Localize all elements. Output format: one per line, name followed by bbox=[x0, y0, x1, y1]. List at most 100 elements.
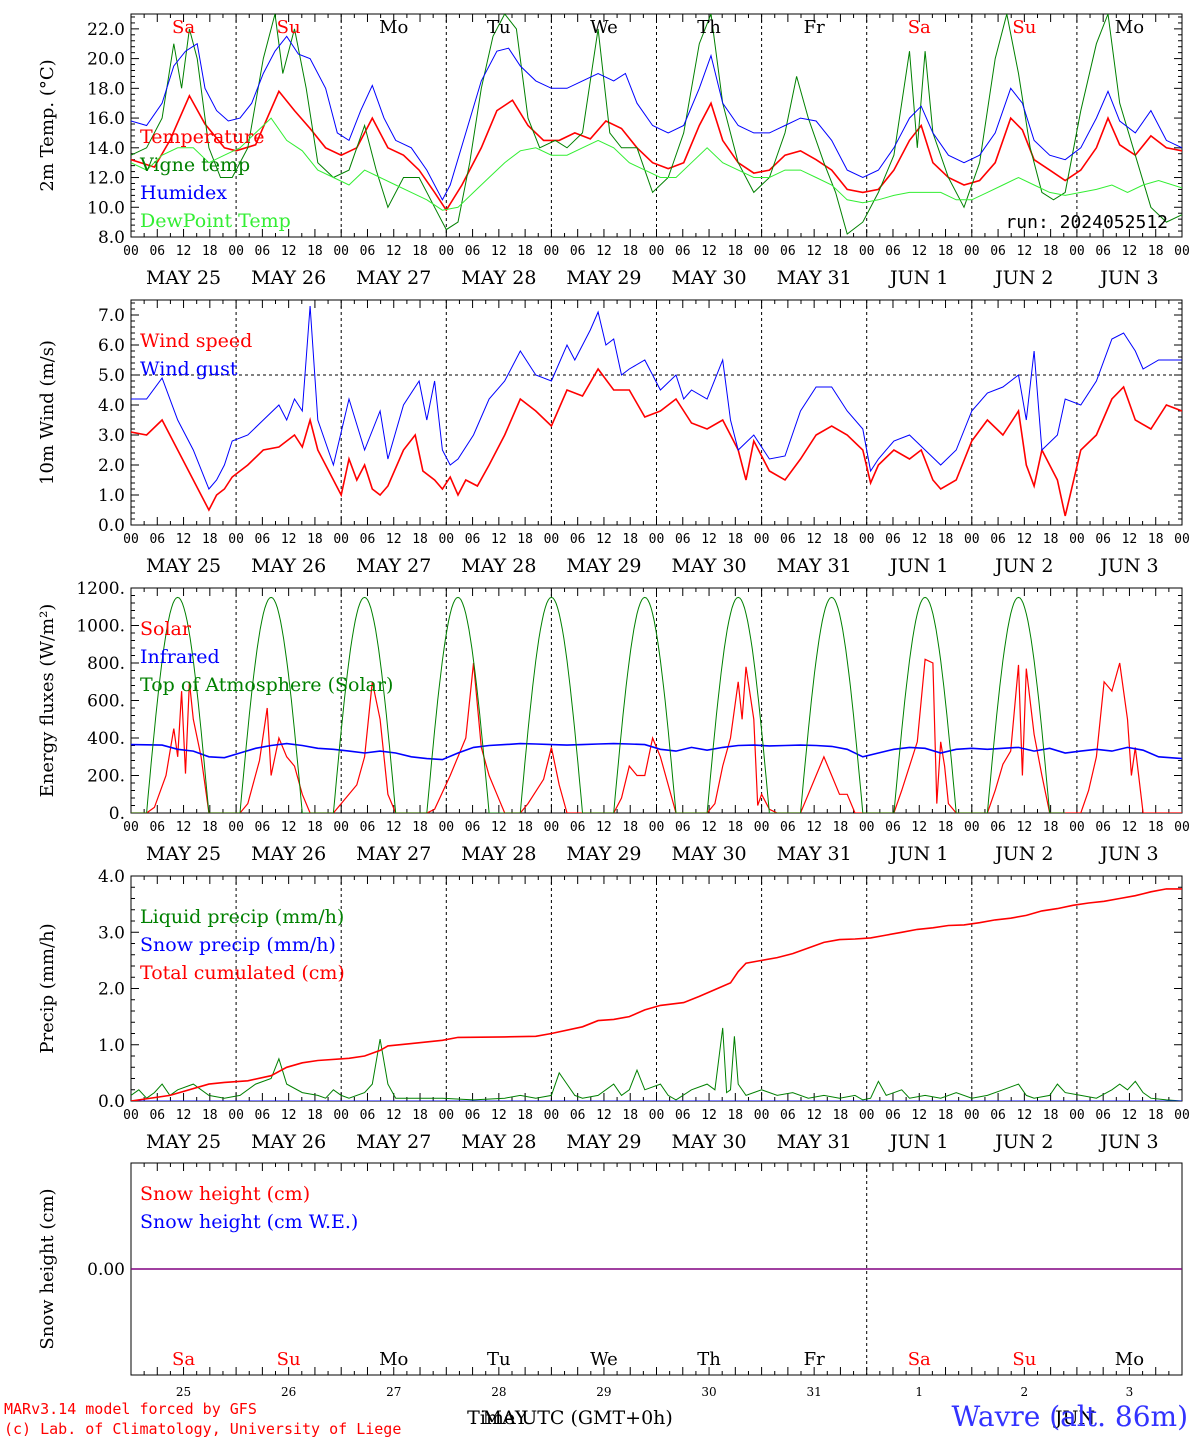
hour-tick-label: 06 bbox=[1095, 820, 1111, 835]
hour-tick-label: 00 bbox=[859, 532, 875, 547]
weekday-label: Th bbox=[697, 1349, 721, 1370]
month-label-may: MAY bbox=[483, 1407, 528, 1429]
series-group bbox=[131, 596, 1182, 813]
y-tick-label: 2.0 bbox=[98, 456, 125, 476]
series-line-total-cumulated-cm- bbox=[131, 888, 1182, 1101]
month-label-jun: JUN bbox=[1053, 1407, 1095, 1429]
weekday-label: We bbox=[590, 17, 618, 38]
y-tick-label: 1.0 bbox=[98, 1036, 125, 1056]
hour-tick-label: 18 bbox=[307, 532, 323, 547]
hour-tick-label: 12 bbox=[386, 820, 402, 835]
hour-tick-label: 12 bbox=[386, 244, 402, 259]
hour-tick-label: 12 bbox=[701, 1108, 717, 1123]
hour-tick-label: 06 bbox=[990, 532, 1006, 547]
hour-tick-label: 00 bbox=[964, 244, 980, 259]
hour-tick-label: 06 bbox=[570, 244, 586, 259]
hour-tick-label: 18 bbox=[1043, 532, 1059, 547]
legend-entry: Infrared bbox=[140, 646, 220, 668]
weekday-label: Mo bbox=[379, 17, 408, 38]
hour-tick-label: 06 bbox=[360, 532, 376, 547]
date-label: MAY 26 bbox=[251, 267, 326, 289]
y-tick-label: 5.0 bbox=[98, 366, 125, 386]
day-number-label: 2 bbox=[1021, 1385, 1029, 1399]
date-label: MAY 28 bbox=[461, 843, 536, 865]
series-line-wind-speed bbox=[131, 367, 1182, 517]
legend-entry: Snow height (cm W.E.) bbox=[140, 1211, 358, 1233]
day-number-label: 31 bbox=[807, 1385, 822, 1399]
weekday-label: Mo bbox=[379, 1349, 408, 1370]
hour-tick-label: 06 bbox=[675, 532, 691, 547]
date-label: MAY 29 bbox=[566, 843, 641, 865]
date-label: MAY 27 bbox=[356, 1131, 431, 1153]
hour-tick-label: 00 bbox=[228, 1108, 244, 1123]
date-label: MAY 31 bbox=[777, 267, 852, 289]
hour-tick-label: 00 bbox=[1069, 244, 1085, 259]
hour-tick-label: 06 bbox=[990, 1108, 1006, 1123]
y-tick-label: 0.00 bbox=[87, 1260, 125, 1280]
hour-tick-label: 12 bbox=[911, 1108, 927, 1123]
hour-tick-label: 06 bbox=[149, 1108, 165, 1123]
y-tick-label: 600. bbox=[87, 692, 125, 712]
hour-tick-label: 00 bbox=[1174, 1108, 1190, 1123]
hour-tick-label: 00 bbox=[123, 1108, 139, 1123]
hour-tick-label: 12 bbox=[281, 820, 297, 835]
hour-tick-label: 00 bbox=[649, 532, 665, 547]
date-label: JUN 3 bbox=[1098, 1131, 1158, 1153]
legend-entry: Wind gust bbox=[140, 358, 238, 380]
weekday-label: Su bbox=[277, 1349, 301, 1370]
legend-entry: Humidex bbox=[140, 182, 227, 204]
y-axis-label: Precip (mm/h) bbox=[37, 923, 58, 1053]
weekday-label: Fr bbox=[804, 1349, 825, 1370]
hour-tick-label: 18 bbox=[202, 1108, 218, 1123]
date-label: JUN 2 bbox=[993, 267, 1053, 289]
station-label: Wavre (alt. 86m) bbox=[951, 1400, 1188, 1433]
hour-tick-label: 12 bbox=[911, 244, 927, 259]
date-label: MAY 28 bbox=[461, 555, 536, 577]
hour-tick-label: 00 bbox=[333, 532, 349, 547]
hour-tick-label: 18 bbox=[727, 532, 743, 547]
hour-tick-label: 18 bbox=[412, 244, 428, 259]
hour-tick-label: 18 bbox=[833, 820, 849, 835]
hour-tick-label: 18 bbox=[727, 244, 743, 259]
weekday-label: Fr bbox=[804, 17, 825, 38]
date-label: MAY 30 bbox=[671, 843, 746, 865]
hour-tick-label: 00 bbox=[228, 532, 244, 547]
hour-tick-label: 12 bbox=[176, 532, 192, 547]
hour-tick-label: 00 bbox=[228, 244, 244, 259]
hour-tick-label: 18 bbox=[622, 532, 638, 547]
hour-tick-label: 00 bbox=[1174, 532, 1190, 547]
hour-tick-label: 06 bbox=[465, 532, 481, 547]
hour-tick-label: 12 bbox=[491, 820, 507, 835]
hour-tick-label: 18 bbox=[727, 1108, 743, 1123]
hour-tick-label: 00 bbox=[438, 532, 454, 547]
y-tick-label: 6.0 bbox=[98, 336, 125, 356]
day-number-label: 29 bbox=[596, 1385, 611, 1399]
hour-tick-label: 18 bbox=[1148, 1108, 1164, 1123]
date-label: JUN 1 bbox=[888, 1131, 948, 1153]
hour-tick-label: 12 bbox=[281, 532, 297, 547]
y-tick-label: 22.0 bbox=[87, 20, 125, 40]
hour-tick-label: 06 bbox=[255, 1108, 271, 1123]
date-label: MAY 25 bbox=[146, 843, 221, 865]
hour-tick-label: 18 bbox=[938, 532, 954, 547]
legend-entry: Top of Atmosphere (Solar) bbox=[140, 674, 393, 696]
date-label: JUN 1 bbox=[888, 555, 948, 577]
date-label: MAY 25 bbox=[146, 1131, 221, 1153]
hour-tick-label: 12 bbox=[1017, 244, 1033, 259]
date-label: MAY 30 bbox=[671, 555, 746, 577]
date-label: MAY 25 bbox=[146, 267, 221, 289]
series-line-liquid-precip-mm-h- bbox=[131, 1027, 1182, 1101]
date-label: MAY 26 bbox=[251, 1131, 326, 1153]
hour-tick-label: 00 bbox=[1069, 532, 1085, 547]
weekday-label: Tu bbox=[487, 1349, 511, 1370]
hour-tick-label: 18 bbox=[938, 820, 954, 835]
plot-frame bbox=[130, 587, 1183, 814]
hour-tick-label: 12 bbox=[806, 1108, 822, 1123]
hour-tick-label: 06 bbox=[255, 820, 271, 835]
hour-tick-label: 00 bbox=[649, 244, 665, 259]
date-label: MAY 29 bbox=[566, 555, 641, 577]
series-group bbox=[131, 14, 1182, 235]
hour-tick-label: 06 bbox=[570, 532, 586, 547]
hour-tick-label: 12 bbox=[386, 532, 402, 547]
hour-tick-label: 06 bbox=[675, 244, 691, 259]
